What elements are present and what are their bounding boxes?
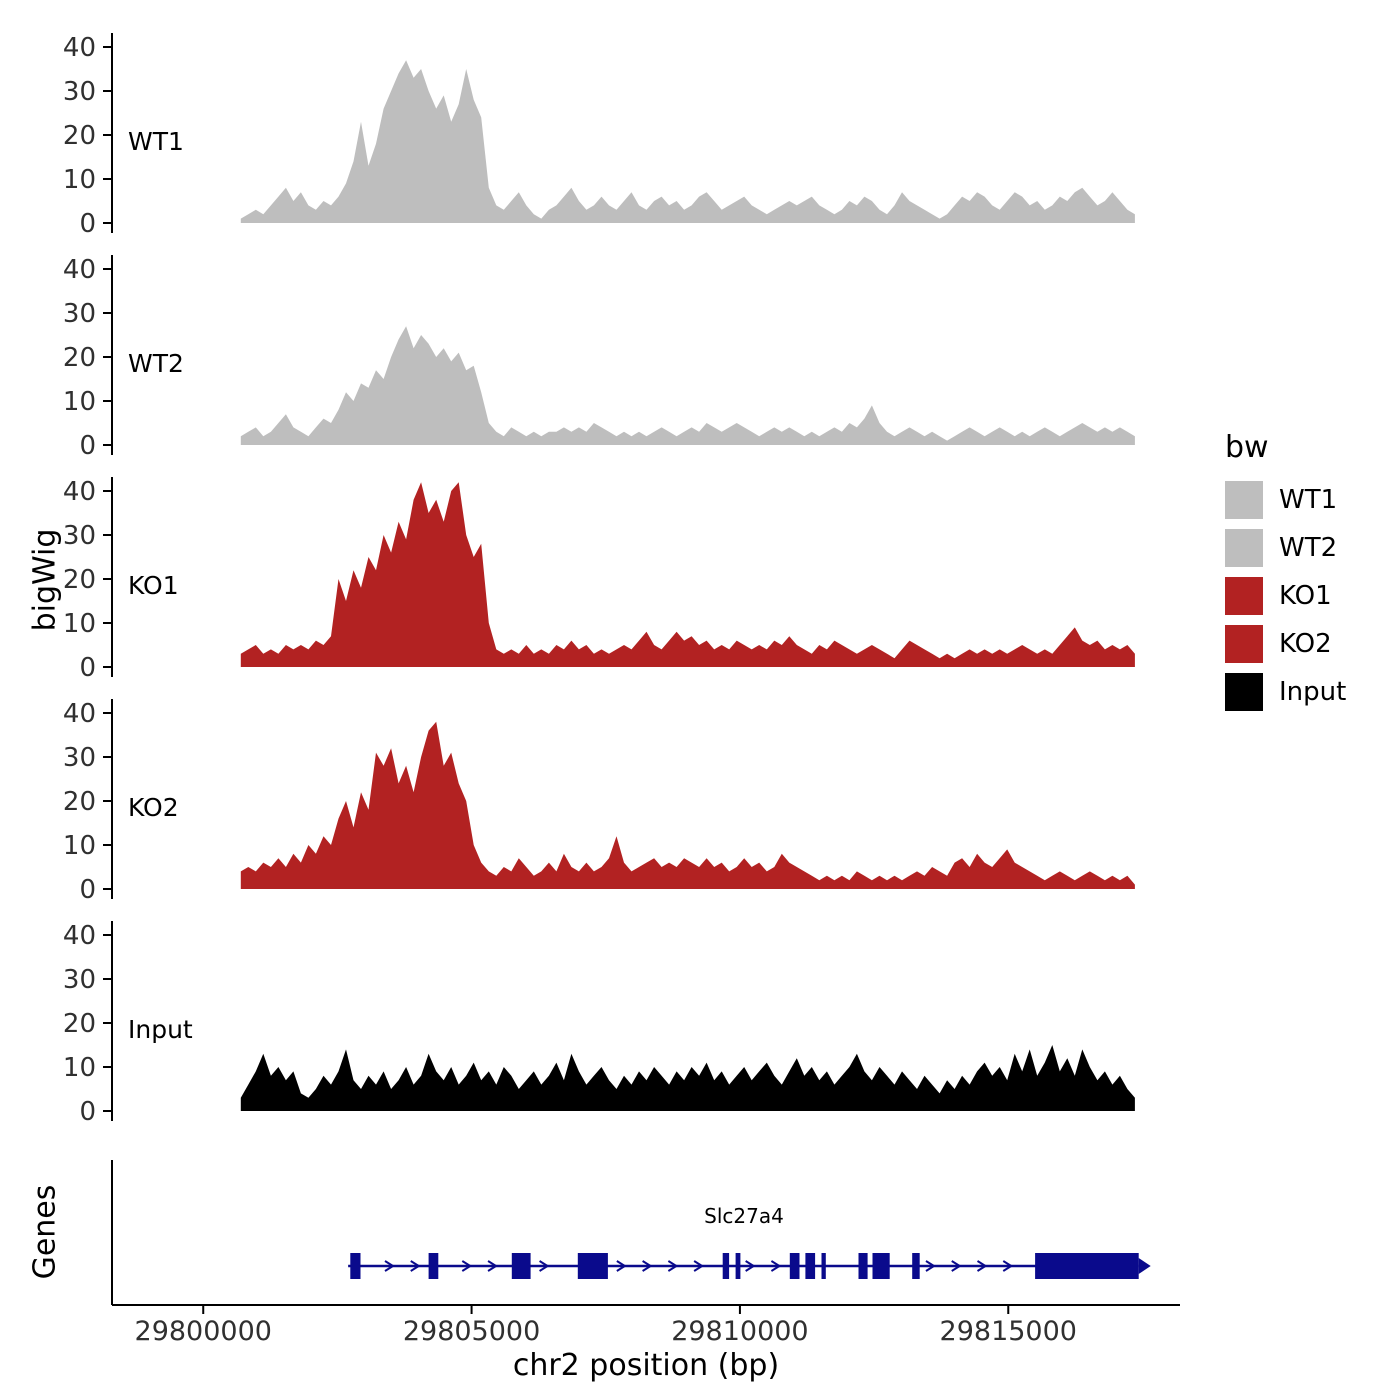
- y-tick-label: 30: [63, 743, 96, 773]
- gene-exon: [511, 1253, 531, 1279]
- x-tick-label: 29800000: [135, 1316, 272, 1347]
- y-axis-title-bigwig: bigWig: [27, 528, 63, 632]
- y-tick-label: 30: [63, 299, 96, 329]
- y-tick-label: 0: [79, 1097, 96, 1127]
- y-tick-label: 0: [79, 209, 96, 239]
- x-tick-label: 29815000: [940, 1316, 1077, 1347]
- y-tick-label: 40: [63, 255, 96, 285]
- legend-label: KO2: [1279, 629, 1332, 659]
- y-tick-label: 0: [79, 431, 96, 461]
- gene-exon: [821, 1253, 826, 1279]
- y-tick-label: 40: [63, 699, 96, 729]
- coverage-area-wt2: [240, 326, 1135, 445]
- y-tick-label: 20: [63, 787, 96, 817]
- y-tick-label: 20: [63, 1009, 96, 1039]
- y-tick-label: 30: [63, 521, 96, 551]
- y-tick-label: 10: [63, 387, 96, 417]
- x-tick-label: 29805000: [403, 1316, 540, 1347]
- strand-arrow-icon: [951, 1260, 962, 1272]
- gene-exon: [912, 1253, 920, 1279]
- y-tick-label: 10: [63, 609, 96, 639]
- legend-swatch-ko2: [1225, 625, 1263, 663]
- legend-swatch-ko1: [1225, 577, 1263, 615]
- y-tick-label: 20: [63, 565, 96, 595]
- track-label-input: Input: [128, 1015, 193, 1044]
- gene-exon: [805, 1253, 816, 1279]
- y-tick-label: 40: [63, 921, 96, 951]
- coverage-area-ko2: [240, 721, 1135, 889]
- strand-arrow-icon: [925, 1260, 936, 1272]
- y-tick-label: 10: [63, 831, 96, 861]
- y-tick-label: 40: [63, 33, 96, 63]
- legend-item-input: Input: [1225, 673, 1346, 711]
- gene-exon: [350, 1253, 361, 1279]
- coverage-area-input: [240, 1045, 1135, 1111]
- strand-arrow-icon: [770, 1260, 782, 1272]
- gene-exon: [428, 1253, 439, 1279]
- y-tick-label: 10: [63, 1053, 96, 1083]
- strand-arrow-icon: [539, 1260, 550, 1272]
- gene-exon: [1035, 1253, 1139, 1279]
- track-label-ko1: KO1: [128, 571, 179, 600]
- y-tick-label: 20: [63, 343, 96, 373]
- strand-arrow-icon: [976, 1260, 988, 1272]
- y-tick-label: 0: [79, 875, 96, 905]
- strand-arrow-icon: [616, 1260, 627, 1272]
- strand-arrow-icon: [745, 1260, 756, 1272]
- gene-exon: [735, 1253, 741, 1279]
- legend-label: KO1: [1279, 581, 1332, 611]
- gene-name-label: Slc27a4: [704, 1204, 784, 1228]
- gene-exon: [577, 1253, 608, 1279]
- legend-swatch-wt2: [1225, 529, 1263, 567]
- strand-arrow-icon: [667, 1260, 679, 1272]
- gene-end-arrow-icon: [1138, 1258, 1151, 1274]
- track-label-wt1: WT1: [128, 127, 184, 156]
- y-tick-label: 20: [63, 121, 96, 151]
- coverage-area-wt1: [240, 60, 1135, 224]
- coverage-area-ko1: [240, 482, 1135, 667]
- legend-label: Input: [1279, 677, 1347, 707]
- legend-item-ko2: KO2: [1225, 625, 1346, 663]
- x-axis-title: chr2 position (bp): [512, 1348, 780, 1383]
- gene-exon: [722, 1253, 730, 1279]
- legend-swatch-wt1: [1225, 481, 1263, 519]
- legend-label: WT1: [1279, 485, 1338, 515]
- x-tick-label: 29810000: [671, 1316, 808, 1347]
- legend-swatch-input: [1225, 673, 1263, 711]
- legend-title: bw: [1225, 430, 1269, 465]
- gene-exon: [858, 1253, 868, 1279]
- y-axis-title-genes: Genes: [27, 1184, 63, 1280]
- legend-label: WT2: [1279, 533, 1338, 563]
- legend: bw WT1 WT2 KO1 KO2 Input: [1225, 430, 1346, 721]
- strand-arrow-icon: [384, 1260, 395, 1272]
- strand-arrow-icon: [461, 1260, 473, 1272]
- y-tick-label: 10: [63, 165, 96, 195]
- y-tick-label: 0: [79, 653, 96, 683]
- y-tick-label: 30: [63, 77, 96, 107]
- strand-arrow-icon: [1002, 1260, 1014, 1272]
- strand-arrow-icon: [410, 1260, 421, 1272]
- y-tick-label: 30: [63, 965, 96, 995]
- strand-arrow-icon: [693, 1260, 705, 1272]
- gene-exon: [789, 1253, 800, 1279]
- legend-item-wt1: WT1: [1225, 481, 1346, 519]
- strand-arrow-icon: [642, 1260, 653, 1272]
- gene-exon: [872, 1253, 890, 1279]
- legend-item-wt2: WT2: [1225, 529, 1346, 567]
- strand-arrow-icon: [487, 1260, 498, 1272]
- y-tick-label: 40: [63, 477, 96, 507]
- track-label-ko2: KO2: [128, 793, 179, 822]
- legend-item-ko1: KO1: [1225, 577, 1346, 615]
- track-label-wt2: WT2: [128, 349, 184, 378]
